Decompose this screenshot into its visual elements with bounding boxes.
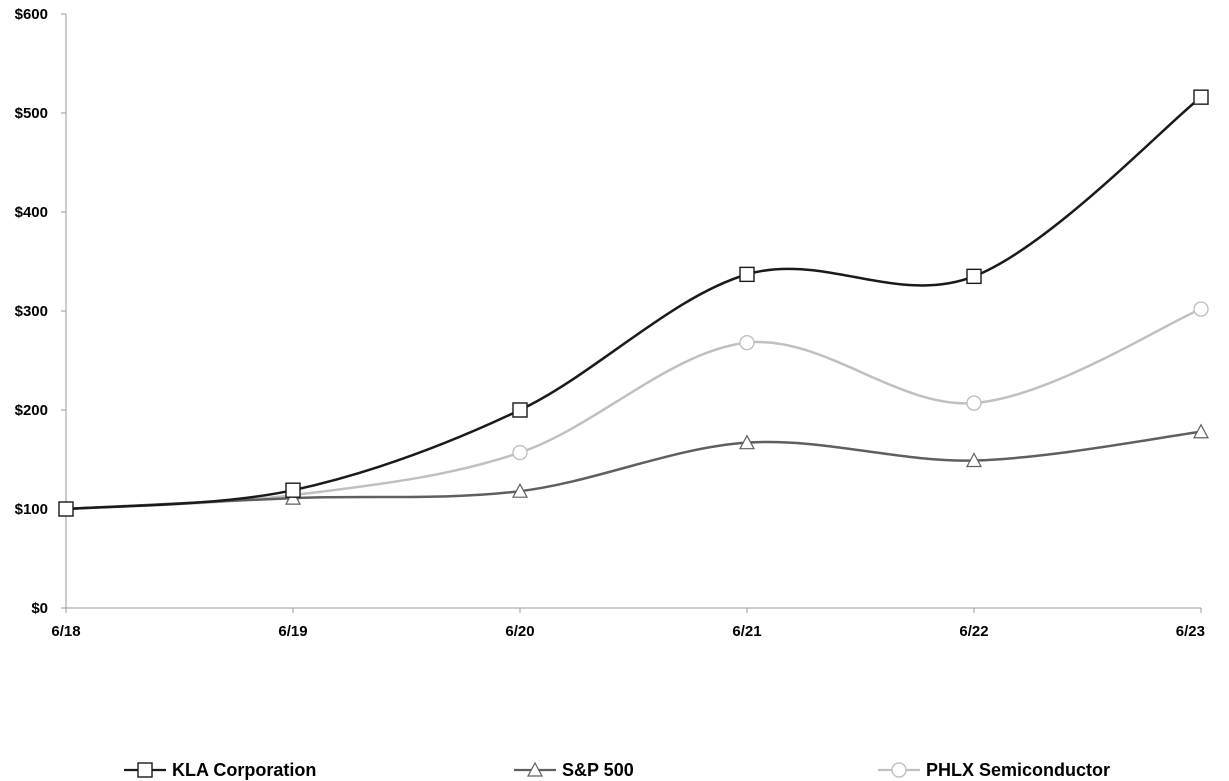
x-tick-label: 6/22: [959, 623, 988, 640]
data-point: [966, 268, 982, 285]
legend-label: KLA Corporation: [172, 760, 316, 780]
y-tick-label: $300: [15, 303, 48, 320]
legend-item: PHLX Semiconductor: [878, 760, 1110, 780]
data-point: [512, 402, 528, 418]
x-tick-label: 6/19: [278, 623, 307, 640]
y-tick-label: $100: [15, 501, 48, 518]
series-square: [58, 89, 1209, 517]
legend-label: PHLX Semiconductor: [926, 760, 1110, 780]
data-point: [739, 334, 755, 351]
y-tick-label: $400: [15, 204, 48, 221]
series-line: [65, 96, 1202, 511]
legend: KLA Corporation S&P 500 PHLX Semiconductor: [124, 760, 1110, 780]
y-tick-label: $500: [15, 105, 48, 122]
legend-marker: [526, 761, 544, 777]
data-point: [511, 482, 529, 498]
data-point: [965, 452, 983, 468]
y-tick-label: $0: [31, 600, 48, 617]
legend-item: S&P 500: [514, 760, 634, 780]
data-point: [512, 444, 528, 461]
series-line: [65, 430, 1202, 511]
data-point: [1193, 301, 1209, 317]
x-tick-label: 6/20: [505, 623, 534, 640]
x-tick-label: 6/18: [51, 623, 80, 640]
series-circle: [58, 301, 1209, 517]
data-point: [285, 482, 301, 498]
data-point: [1192, 423, 1210, 439]
series-layer: [57, 89, 1210, 517]
data-point: [966, 395, 982, 411]
y-tick-label: $600: [15, 6, 48, 23]
series-line: [65, 307, 1202, 511]
data-point: [1193, 89, 1209, 105]
legend-item: KLA Corporation: [124, 760, 316, 780]
series-triangle: [57, 423, 1210, 516]
legend-label: S&P 500: [562, 760, 634, 780]
legend-marker: [891, 762, 907, 778]
data-point: [738, 434, 756, 450]
y-tick-label: $200: [15, 402, 48, 419]
legend-marker: [137, 762, 153, 778]
x-tick-label: 6/21: [732, 623, 761, 640]
data-point: [58, 501, 74, 517]
data-point: [739, 266, 755, 283]
axes: $0 $100 $200 $300 $400 $500 $600 6/18 6/19 6/20 6/…: [15, 6, 1205, 640]
x-tick-label: 6/23: [1176, 623, 1205, 640]
